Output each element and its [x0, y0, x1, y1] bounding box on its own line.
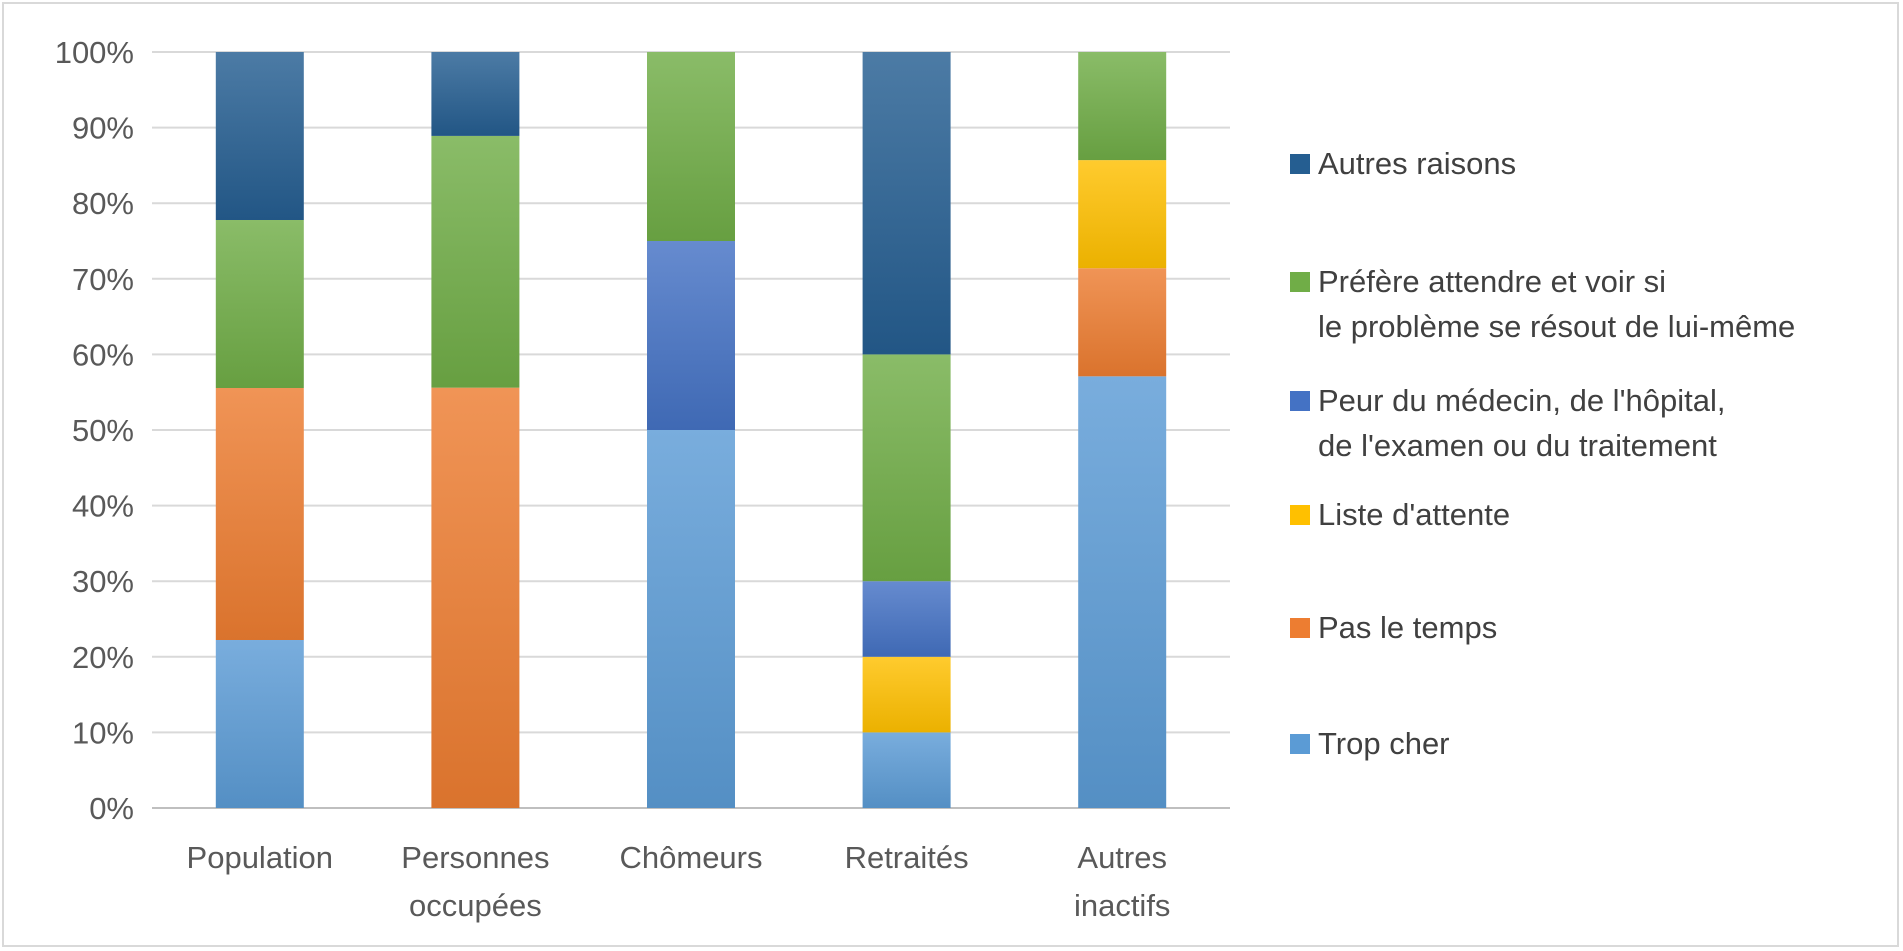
bar-segment-population-trop-cher [215, 640, 304, 808]
legend-label-trop-cher: Trop cher [1318, 726, 1450, 761]
bar-segment-autres-inactifs-pas-le-temps [1078, 268, 1167, 377]
y-axis-tick-labels: 0% 10% 20% 30% 40% 50% 60% 70% 80% 90% 100% [55, 35, 134, 826]
legend-swatch-prefere-attendre [1290, 272, 1310, 292]
legend-label-pas-le-temps: Pas le temps [1318, 610, 1498, 645]
legend-item-pas-le-temps: Pas le temps [1290, 605, 1497, 650]
y-tick-label-10pct: 10% [72, 715, 134, 750]
y-tick-label-100pct: 100% [55, 35, 134, 70]
legend-swatch-pas-le-temps [1290, 618, 1310, 638]
legend-label-prefere-attendre: Préfère attendre et voir si le problème … [1318, 264, 1796, 344]
y-tick-label-80pct: 80% [72, 186, 134, 221]
stacked-bar-chart: 0% 10% 20% 30% 40% 50% 60% 70% 80% 90% 100% Popula… [55, 35, 1230, 923]
x-category-label-autres-inactifs-line-2: inactifs [1074, 888, 1170, 923]
bar-segment-chomeurs-trop-cher [647, 430, 735, 808]
x-category-label-population-line-1: Population [187, 840, 334, 875]
bar-segment-population-pas-le-temps [215, 388, 304, 640]
y-tick-label-0pct: 0% [89, 791, 134, 826]
bar-segment-autres-inactifs-trop-cher [1078, 376, 1167, 808]
legend-item-trop-cher: Trop cher [1290, 721, 1450, 766]
bar-segment-retraites-prefere-attendre-et-voir [862, 354, 951, 582]
y-tick-label-70pct: 70% [72, 262, 134, 297]
bar-segment-personnes-occupees-pas-le-temps [431, 387, 520, 808]
y-tick-label-60pct: 60% [72, 337, 134, 372]
bar-segment-retraites-autres-raisons [862, 52, 951, 355]
bar-segment-autres-inactifs-prefere-attendre-et-voir [1078, 52, 1167, 161]
bar-segment-retraites-peur-du-medecin-de-l-hop [862, 581, 951, 657]
legend-item-liste-d-attente: Liste d'attente [1290, 492, 1510, 537]
bar-segment-retraites-trop-cher [862, 732, 951, 808]
bar-segment-population-autres-raisons [215, 52, 304, 220]
legend-label-autres-raisons: Autres raisons [1318, 146, 1517, 181]
legend-item-peur-du-medecin: Peur du médecin, de l'hôpital, de l'exam… [1290, 378, 1725, 468]
y-tick-label-90pct: 90% [72, 111, 134, 146]
x-category-label-retraites-line-1: Retraités [845, 840, 969, 875]
y-tick-label-40pct: 40% [72, 489, 134, 524]
legend: Autres raisons Préfère attendre et voir … [1290, 4, 1890, 949]
y-tick-label-20pct: 20% [72, 640, 134, 675]
legend-label-liste-d-attente: Liste d'attente [1318, 497, 1511, 532]
x-category-label-personnes-occupees-line-1: Personnes [401, 840, 549, 875]
bars [215, 52, 1167, 808]
y-tick-label-50pct: 50% [72, 413, 134, 448]
bar-segment-chomeurs-peur-du-medecin-de-l-hop [647, 241, 735, 430]
x-category-label-personnes-occupees-line-2: occupées [409, 888, 542, 923]
legend-item-prefere-attendre: Préfère attendre et voir si le problème … [1290, 259, 1795, 349]
legend-item-autres-raisons: Autres raisons [1290, 141, 1516, 186]
bar-segment-autres-inactifs-liste-d-attente [1078, 160, 1167, 269]
bar-segment-chomeurs-prefere-attendre-et-voir [647, 52, 735, 241]
legend-swatch-autres-raisons [1290, 154, 1310, 174]
legend-swatch-liste-d-attente [1290, 505, 1310, 525]
bar-segment-retraites-liste-d-attente [862, 656, 951, 733]
legend-swatch-trop-cher [1290, 734, 1310, 754]
y-tick-label-30pct: 30% [72, 564, 134, 599]
legend-label-peur-du-medecin: Peur du médecin, de l'hôpital, de l'exam… [1318, 383, 1726, 463]
bar-segment-personnes-occupees-prefere-attendre-et-voir [431, 135, 520, 388]
legend-swatch-peur-du-medecin [1290, 391, 1310, 411]
x-category-label-autres-inactifs-line-1: Autres [1077, 840, 1167, 875]
x-axis-category-labels: Population Personnes occupées Chômeurs Retra… [187, 840, 1171, 923]
bar-segment-population-prefere-attendre-et-voir [215, 220, 304, 388]
x-category-label-chomeurs-line-1: Chômeurs [620, 840, 763, 875]
bar-segment-personnes-occupees-autres-raisons [431, 52, 520, 136]
